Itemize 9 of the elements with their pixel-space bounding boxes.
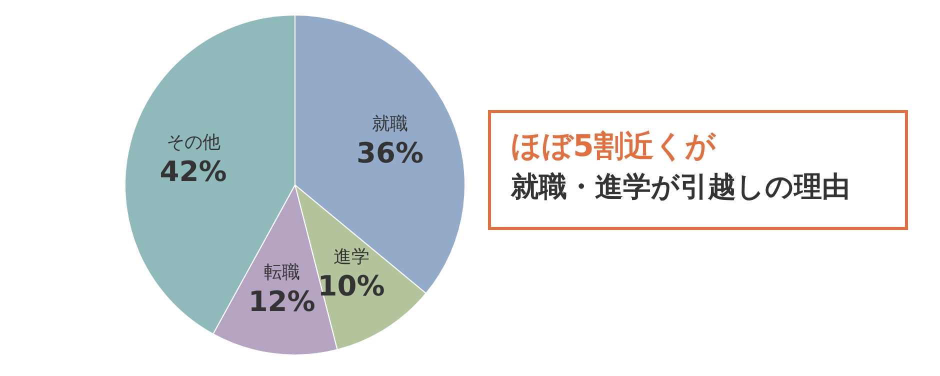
slice-label: 進学 <box>333 246 370 268</box>
text-box: ほぼ5割近くが 就職・進学が引越しの理由 <box>488 110 908 230</box>
data-label: 10% <box>318 270 385 303</box>
slice-label: 就職 <box>372 113 408 134</box>
slice-label: 転職 <box>264 262 300 284</box>
data-label: 42% <box>160 154 227 188</box>
data-label: 36% <box>356 136 424 170</box>
slice-label: その他 <box>166 132 220 153</box>
data-label: 12% <box>248 285 316 318</box>
